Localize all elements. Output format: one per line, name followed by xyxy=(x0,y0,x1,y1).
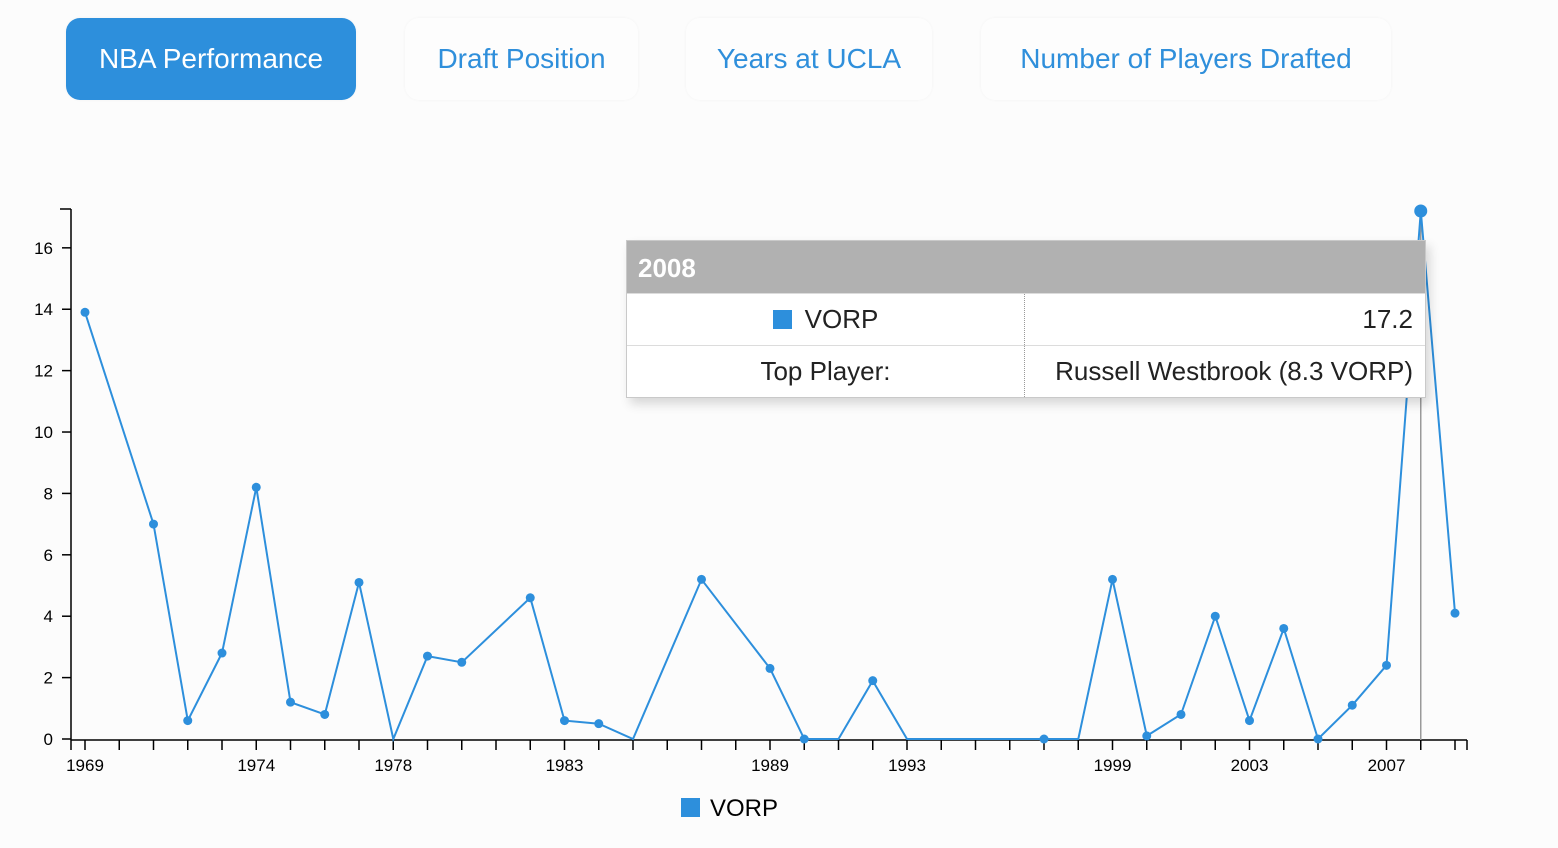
data-point-2002 xyxy=(1210,611,1220,621)
data-point-1971 xyxy=(149,519,158,529)
x-tick-label: 2003 xyxy=(1231,756,1269,775)
data-point-2000 xyxy=(1142,731,1152,741)
y-tick-label: 6 xyxy=(44,546,53,565)
tooltip-value-vorp: 17.2 xyxy=(1362,304,1413,334)
data-point-1992 xyxy=(868,676,878,686)
y-tick-label: 10 xyxy=(34,423,53,442)
x-tick-label: 1974 xyxy=(237,756,275,775)
y-tick-label: 8 xyxy=(44,484,53,503)
data-point-1999 xyxy=(1108,574,1117,584)
data-point-1972 xyxy=(183,716,193,726)
data-point-2006 xyxy=(1347,700,1357,710)
data-point-2005 xyxy=(1313,734,1323,744)
tooltip-swatch xyxy=(772,310,792,329)
data-point-1976 xyxy=(320,709,330,719)
data-point-2008 xyxy=(1414,204,1428,218)
tooltip-label-vorp: VORP xyxy=(804,304,879,334)
x-tick-label: 1983 xyxy=(546,756,584,775)
tab-draft-position[interactable]: Draft Position xyxy=(405,18,638,100)
data-point-2001 xyxy=(1176,709,1186,719)
tooltip-title: 2008 xyxy=(627,241,1425,293)
x-tick-label: 1969 xyxy=(66,756,104,775)
tooltip-label-top-player: Top Player: xyxy=(627,346,1025,397)
tooltip-row-vorp: VORP 17.2 xyxy=(627,293,1425,345)
x-axis: 1969 1974 1978 1983 1989 1993 1999 2003 2007 xyxy=(66,739,1468,775)
data-point-1980 xyxy=(457,657,467,667)
data-point-2007 xyxy=(1382,660,1391,670)
vorp-series xyxy=(80,204,1460,744)
data-point-2004 xyxy=(1279,623,1289,633)
x-tick-label: 1993 xyxy=(888,756,926,775)
legend-label-vorp: VORP xyxy=(710,795,778,822)
data-point-1974 xyxy=(251,482,261,492)
x-tick-label: 2007 xyxy=(1368,756,1406,775)
data-point-2003 xyxy=(1245,716,1254,726)
data-point-1997 xyxy=(1039,734,1049,744)
y-tick-label: 4 xyxy=(44,607,53,626)
tab-nba-performance[interactable]: NBA Performance xyxy=(66,18,356,100)
y-tick-label: 16 xyxy=(34,239,53,258)
data-point-1979 xyxy=(423,651,432,661)
legend[interactable]: VORP xyxy=(681,795,778,822)
tooltip-row-top-player: Top Player: Russell Westbrook (8.3 VORP) xyxy=(627,345,1425,397)
data-point-1973 xyxy=(217,648,227,658)
tab-years-at-ucla[interactable]: Years at UCLA xyxy=(686,18,932,100)
x-tick-label: 1978 xyxy=(374,756,412,775)
data-point-1982 xyxy=(525,593,535,603)
y-tick-label: 0 xyxy=(44,730,53,749)
data-point-1983 xyxy=(560,716,569,726)
y-axis: 0 2 4 6 8 10 12 14 16 xyxy=(34,208,72,749)
data-point-1990 xyxy=(799,734,809,744)
legend-swatch-vorp xyxy=(681,798,700,817)
tab-bar: NBA Performance Draft Position Years at … xyxy=(0,0,1558,120)
data-point-1989 xyxy=(765,663,775,673)
tooltip: 2008 VORP 17.2 Top Player: Russell Westb… xyxy=(626,240,1426,398)
y-tick-label: 12 xyxy=(34,362,53,381)
data-point-1977 xyxy=(354,577,364,587)
tooltip-value-top-player: Russell Westbrook (8.3 VORP) xyxy=(1055,356,1413,386)
x-tick-label: 1989 xyxy=(751,756,789,775)
data-point-1975 xyxy=(286,697,295,707)
y-tick-label: 14 xyxy=(34,300,53,319)
data-point-1987 xyxy=(697,574,706,584)
data-point-2009 xyxy=(1450,608,1460,618)
vorp-line xyxy=(84,210,1456,743)
y-tick-label: 2 xyxy=(44,669,53,688)
data-point-1969 xyxy=(80,307,90,317)
data-point-1984 xyxy=(594,719,604,729)
tab-number-of-players-drafted[interactable]: Number of Players Drafted xyxy=(981,18,1391,100)
x-tick-label: 1999 xyxy=(1094,756,1132,775)
